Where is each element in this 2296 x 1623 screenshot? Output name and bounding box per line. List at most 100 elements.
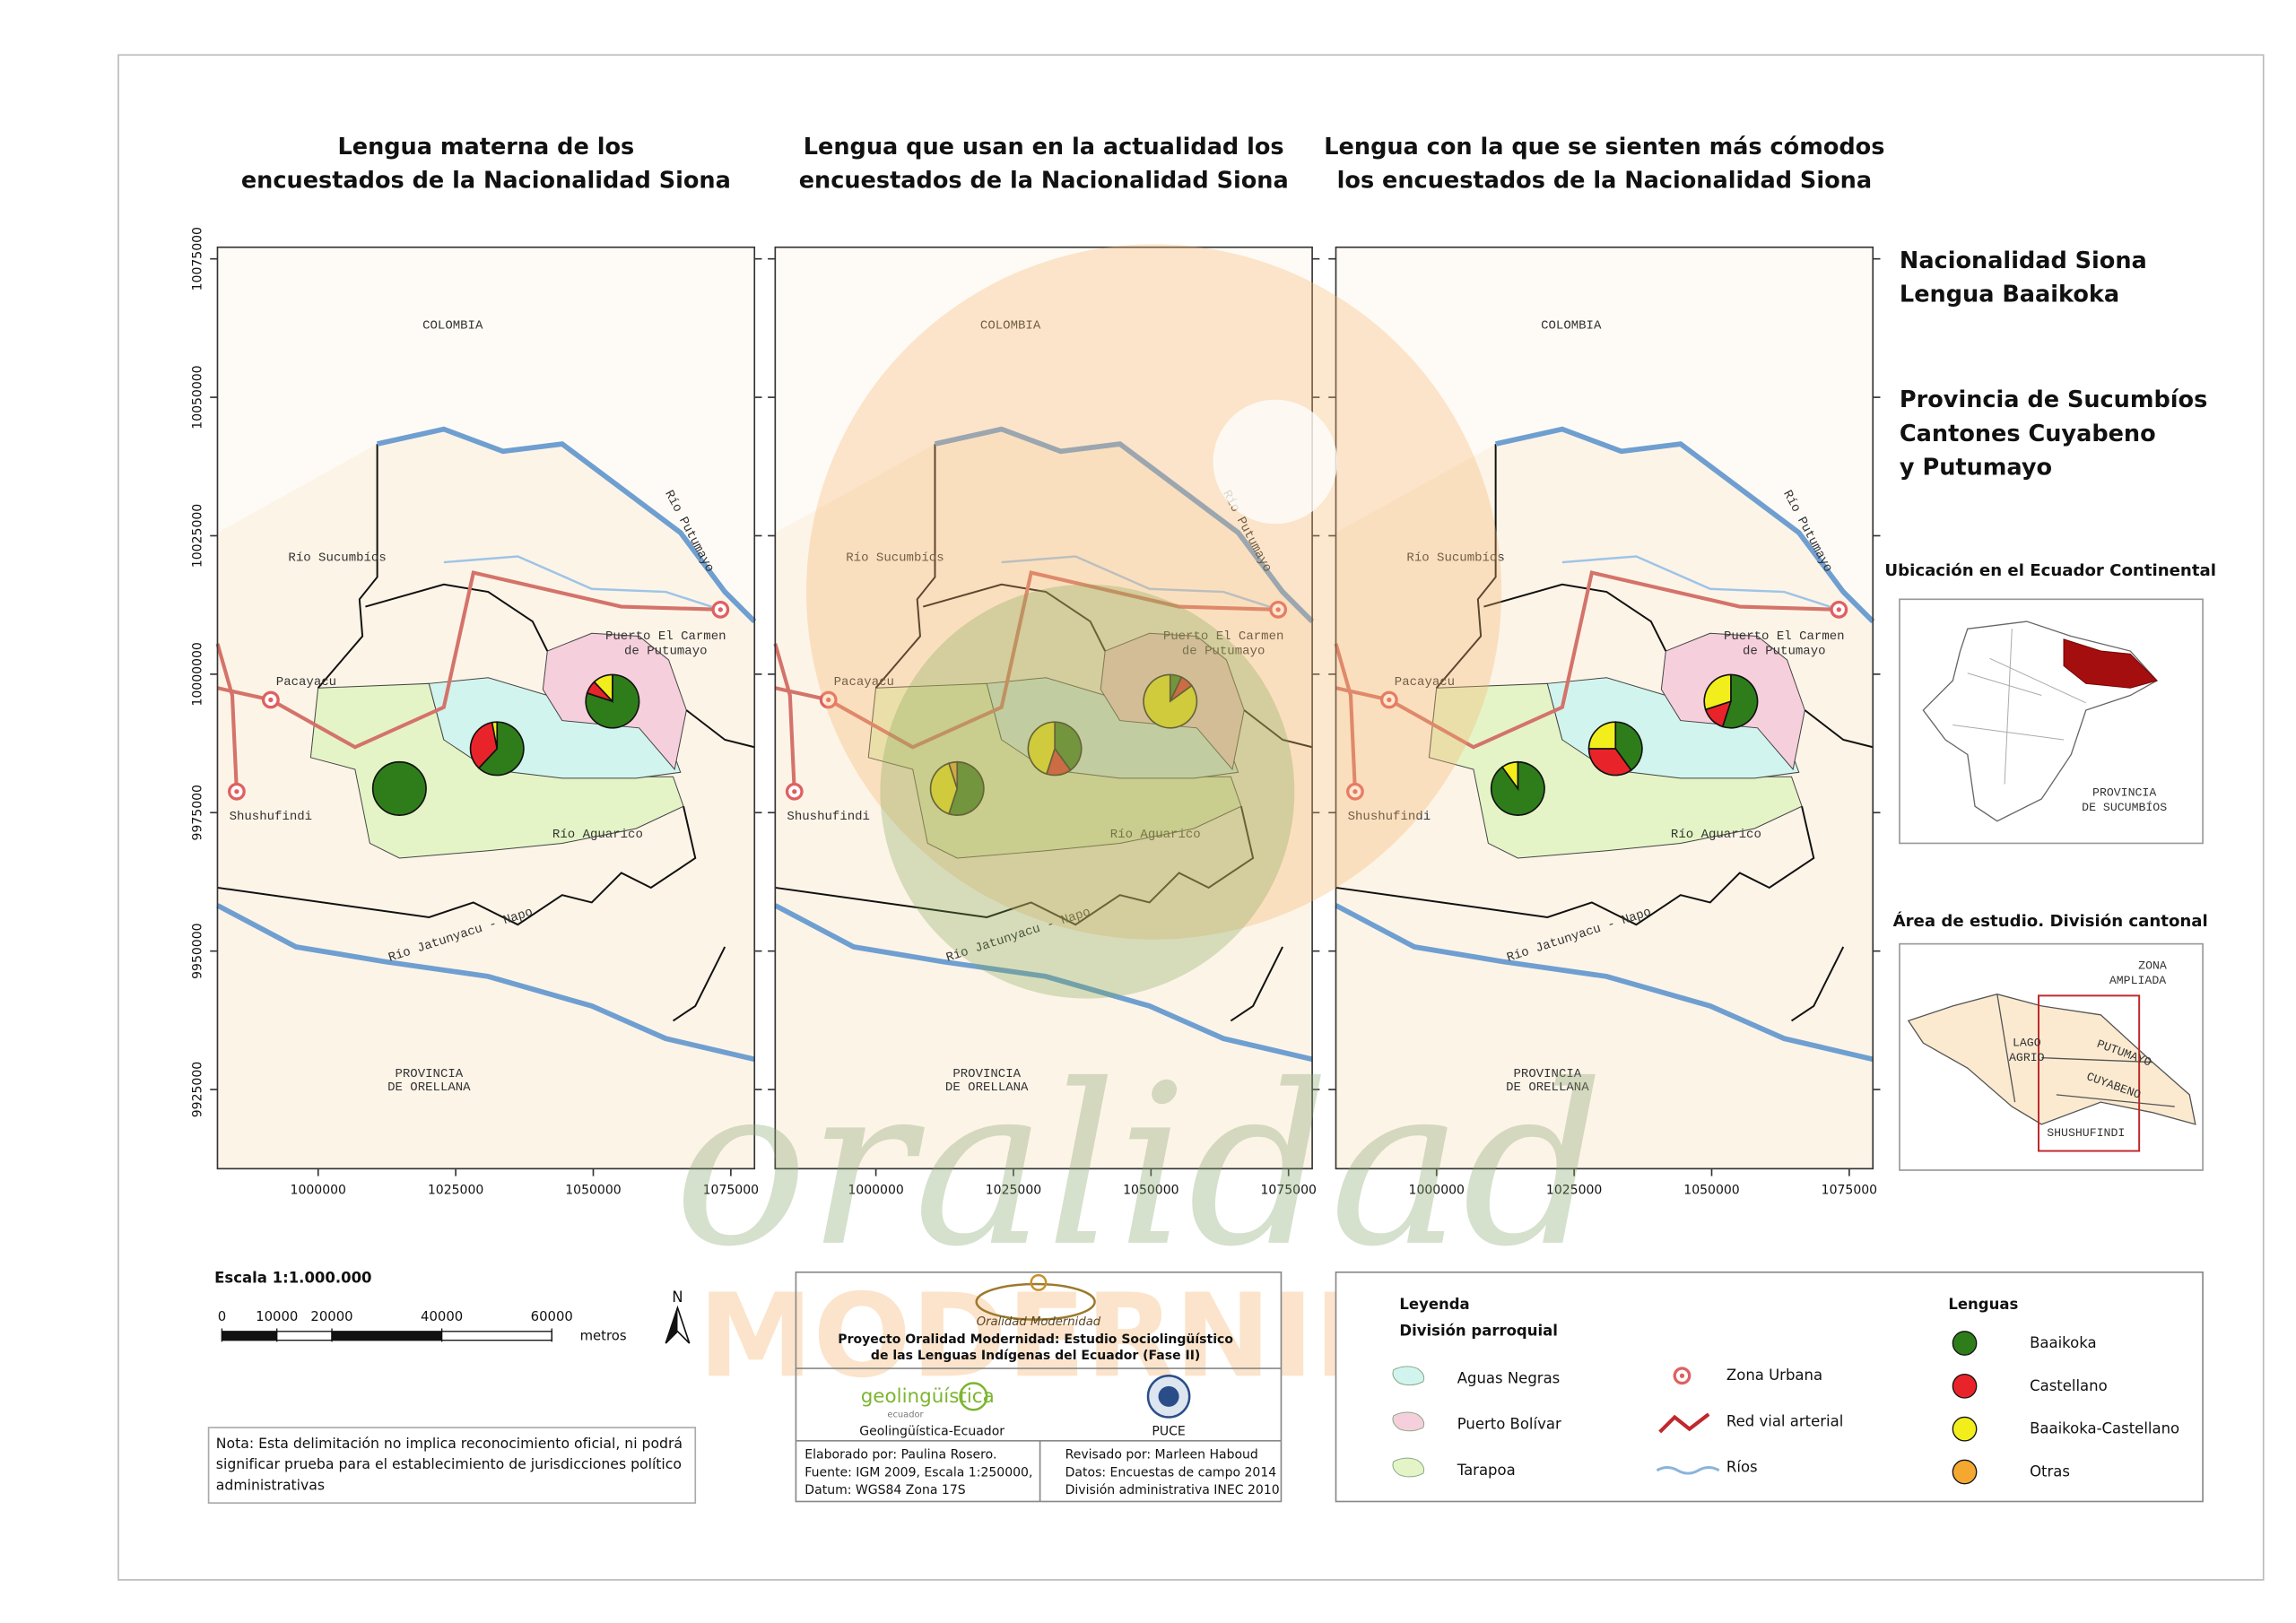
map-title: encuestados de la Nacionalidad Siona (799, 168, 1289, 195)
pie-slice (1027, 721, 1056, 776)
map-frame (216, 246, 756, 1170)
x-tick-label: 1025000 (986, 1183, 1041, 1197)
river (1001, 555, 1279, 612)
map-label: Puerto El Carmen (1724, 629, 1845, 644)
river (376, 426, 757, 624)
x-tick-label: 1000000 (848, 1183, 903, 1197)
legend-road (1658, 1412, 1710, 1434)
pie-slice (593, 673, 613, 704)
colombia-area (775, 247, 1313, 622)
legend-label: Tarapoa (1457, 1462, 1516, 1479)
urban-zone-dot (826, 697, 831, 703)
pie-slice (585, 673, 640, 729)
colombia-area (217, 247, 755, 622)
y-tick-label: 9950000 (190, 923, 204, 978)
map-label: Río Sucumbíos (846, 551, 944, 565)
legend-label: Ríos (1726, 1458, 1758, 1475)
legend-label: Baaikoka-Castellano (2030, 1420, 2179, 1437)
y-tick-label: 9975000 (190, 785, 204, 840)
credit-line: Datos: Encuestas de campo 2014 (1065, 1465, 1277, 1480)
scale-tick-label: 0 (218, 1309, 226, 1324)
pie-slice (1490, 760, 1545, 816)
legend-label: Zona Urbana (1726, 1367, 1822, 1384)
urban-zone-dot (1275, 607, 1281, 612)
side-heading: y Putumayo (1900, 455, 2052, 482)
map-label: de Putumayo (1743, 644, 1826, 658)
north-arrow-half (665, 1307, 678, 1343)
side-heading: Nacionalidad Siona (1900, 247, 2147, 274)
legend-subtitle: División parroquial (1399, 1323, 1557, 1340)
pie-slice (477, 721, 525, 777)
legend-swatch (1392, 1411, 1425, 1432)
legend-label: Red vial arterial (1726, 1412, 1843, 1429)
pie-slice (1703, 673, 1732, 711)
legend-label: Puerto Bolívar (1457, 1416, 1561, 1433)
pie-slice (1587, 748, 1632, 777)
pie-slice (1614, 721, 1643, 772)
y-tick-label: 10025000 (190, 504, 204, 568)
legend-swatch (1392, 1366, 1425, 1386)
inset-label: AMPLIADA (2109, 974, 2166, 987)
x-tick-label: 1050000 (1683, 1183, 1739, 1197)
canton-line (1996, 994, 2016, 1103)
map-title: encuestados de la Nacionalidad Siona (241, 168, 731, 195)
y-tick-label: 10000000 (190, 642, 204, 706)
inset-title: Área de estudio. División cantonal (1893, 911, 2208, 931)
urban-zone-dot (718, 607, 723, 612)
pie-slice (948, 760, 959, 789)
boundary (317, 444, 378, 689)
map-label: COLOMBIA (422, 318, 483, 333)
urban-zone-dot (792, 789, 797, 794)
map-label: DE ORELLANA (945, 1081, 1029, 1095)
credit-line: Revisado por: Marleen Haboud (1065, 1448, 1258, 1462)
x-tick-label: 1075000 (703, 1183, 759, 1197)
zoom-box (2038, 994, 2141, 1152)
boundary (775, 806, 1255, 926)
urban-zone-dot (1387, 697, 1392, 703)
map-title: Lengua que usan en la actualidad los (804, 134, 1284, 161)
inset-label: SHUSHUFINDI (2047, 1126, 2125, 1140)
geo-name: Geolingüística-Ecuador (859, 1424, 1004, 1438)
watermark-disc (880, 584, 1295, 999)
y-tick-label: 10075000 (190, 227, 204, 291)
province-line (1952, 725, 2065, 741)
boundary (1804, 709, 1874, 749)
x-tick-label: 1000000 (291, 1183, 346, 1197)
project-title: Proyecto Oralidad Modernidad: Estudio So… (838, 1332, 1233, 1347)
map-label: COLOMBIA (1541, 318, 1602, 333)
scale-segment (276, 1331, 333, 1341)
credit-line: Elaborado por: Paulina Rosero. (804, 1448, 996, 1462)
study-area (1907, 994, 2196, 1125)
side-heading: Lengua Baaikoka (1900, 282, 2119, 308)
pie-slice (371, 760, 427, 816)
project-title: de las Lenguas Indígenas del Ecuador (Fa… (871, 1349, 1200, 1363)
map-frame (774, 246, 1313, 1170)
logo-geo: geolingüística (861, 1385, 995, 1408)
boundary (685, 709, 755, 749)
urban-zone-dot (268, 697, 274, 703)
watermark-text: oralidad (674, 1037, 1604, 1296)
map-label: Pacayacu (276, 675, 336, 690)
scale-tick-label: 20000 (310, 1309, 352, 1324)
river (216, 903, 755, 1063)
inset-label: DE SUCUMBÍOS (2082, 801, 2167, 814)
road (215, 643, 239, 792)
river (773, 903, 1313, 1063)
map-label: Shushufindi (1348, 810, 1431, 824)
boundary (672, 946, 726, 1022)
note-text: administrativas (216, 1476, 325, 1493)
scale-tick-label: 40000 (421, 1309, 463, 1324)
map-label: Shushufindi (787, 810, 870, 824)
map-label: Puerto El Carmen (1163, 629, 1284, 644)
map-label: Puerto El Carmen (605, 629, 726, 644)
canton-line (2041, 1056, 2153, 1063)
legend-language-swatch (1952, 1459, 1978, 1485)
credit-line: Datum: WGS84 Zona 17S (804, 1483, 965, 1497)
province-line (1989, 657, 2086, 704)
credit-line: Fuente: IGM 2009, Escala 1:250000, (804, 1465, 1032, 1480)
urban-zone-dot (234, 789, 239, 794)
inset-title: Ubicación en el Ecuador Continental (1884, 561, 2216, 580)
